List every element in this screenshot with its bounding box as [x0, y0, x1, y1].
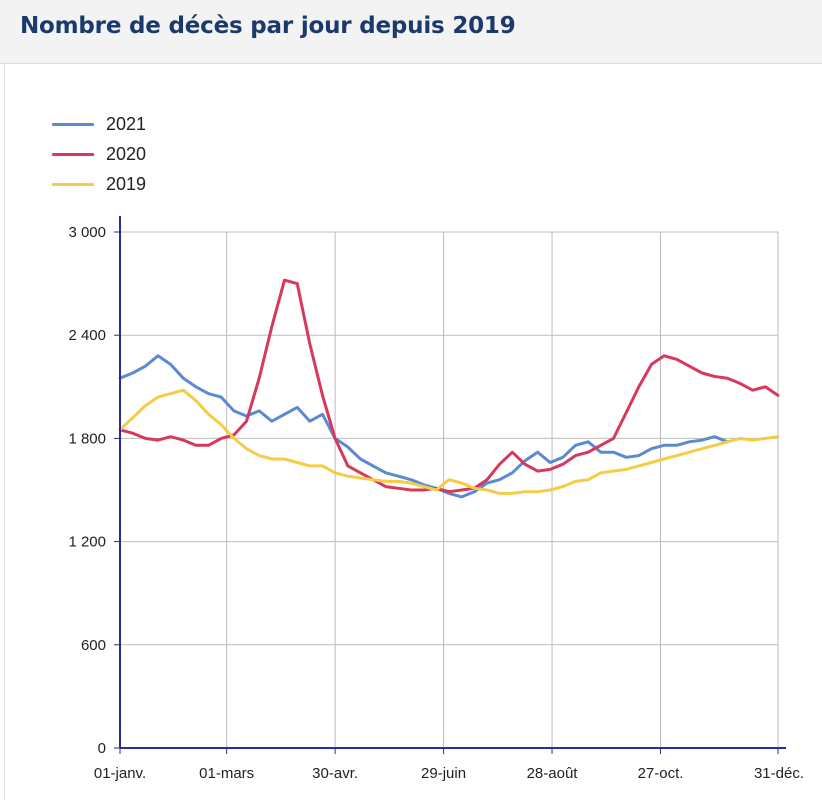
x-tick-label: 30-avr. [312, 765, 358, 782]
legend-label-2021: 2021 [106, 113, 147, 134]
series-line-2020 [118, 278, 780, 494]
chart-legend: 2021 2020 2019 [52, 109, 146, 199]
x-tick-label: 01-janv. [94, 765, 146, 782]
y-tick-label: 0 [98, 740, 106, 757]
legend-item-2021[interactable]: 2021 [52, 109, 146, 139]
series-line-2021 [118, 354, 729, 499]
y-tick-label: 3 000 [68, 224, 106, 241]
x-tick-label: 31-déc. [754, 765, 804, 782]
y-tick-label: 2 400 [68, 327, 106, 344]
legend-item-2020[interactable]: 2020 [52, 139, 146, 169]
legend-item-2019[interactable]: 2019 [52, 169, 146, 199]
y-tick-label: 1 800 [68, 430, 106, 447]
legend-swatch-2021 [52, 122, 94, 126]
x-tick-label: 27-oct. [638, 765, 684, 782]
legend-swatch-2019 [52, 182, 94, 186]
x-tick-label: 29-juin [421, 765, 466, 782]
x-tick-label: 01-mars [199, 765, 254, 782]
series-line-2019 [118, 388, 780, 495]
y-tick-label: 600 [81, 637, 106, 654]
chart-panel [4, 64, 822, 800]
page-title: Nombre de décès par jour depuis 2019 [20, 13, 516, 39]
legend-swatch-2020 [52, 152, 94, 156]
x-tick-label: 28-août [527, 765, 579, 782]
header-bar: Nombre de décès par jour depuis 2019 [0, 0, 822, 64]
legend-label-2020: 2020 [106, 143, 147, 164]
legend-label-2019: 2019 [106, 173, 147, 194]
y-tick-label: 1 200 [68, 534, 106, 551]
